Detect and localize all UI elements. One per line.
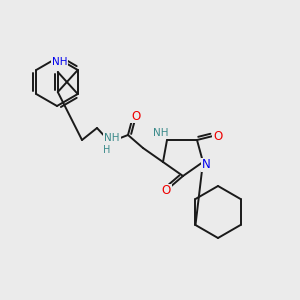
Text: NH: NH bbox=[52, 57, 68, 67]
Text: O: O bbox=[131, 110, 141, 122]
Text: H: H bbox=[103, 145, 111, 155]
Text: O: O bbox=[161, 184, 171, 197]
Text: NH: NH bbox=[104, 133, 120, 143]
Text: NH: NH bbox=[153, 128, 169, 138]
Text: N: N bbox=[202, 158, 210, 172]
Text: O: O bbox=[213, 130, 223, 142]
